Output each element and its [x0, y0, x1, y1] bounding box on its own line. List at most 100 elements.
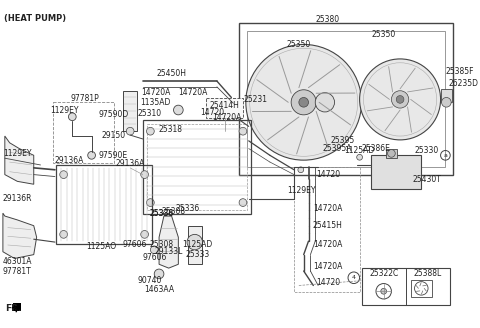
- Text: 1129EY: 1129EY: [3, 149, 31, 158]
- Text: 25385F: 25385F: [445, 67, 474, 76]
- Circle shape: [174, 105, 183, 115]
- Text: 25338: 25338: [149, 209, 174, 218]
- Bar: [143, 120, 251, 214]
- Text: 29150: 29150: [102, 131, 126, 140]
- Circle shape: [154, 269, 164, 279]
- Text: 14720A: 14720A: [212, 113, 241, 122]
- Circle shape: [69, 113, 76, 121]
- Circle shape: [239, 127, 247, 135]
- Text: 25350: 25350: [287, 40, 311, 49]
- Text: 14720: 14720: [200, 109, 224, 117]
- Text: 1125AO: 1125AO: [86, 242, 116, 251]
- Circle shape: [141, 231, 148, 238]
- Text: 29133L: 29133L: [155, 247, 183, 256]
- Text: 25430T: 25430T: [413, 175, 442, 184]
- Text: 25322C: 25322C: [369, 269, 398, 278]
- Text: 14720A: 14720A: [313, 204, 342, 213]
- Bar: [411, 280, 432, 297]
- Text: 25336: 25336: [176, 204, 200, 213]
- Circle shape: [146, 199, 154, 206]
- Circle shape: [298, 167, 304, 173]
- Circle shape: [315, 92, 335, 112]
- Text: 25380: 25380: [316, 15, 340, 24]
- Bar: [188, 226, 203, 264]
- Text: 25450H: 25450H: [156, 69, 187, 78]
- Bar: [13, 303, 21, 311]
- Circle shape: [60, 231, 68, 238]
- Text: 46301A: 46301A: [3, 257, 32, 266]
- Text: a: a: [444, 153, 447, 158]
- Text: 90740: 90740: [137, 276, 162, 285]
- Circle shape: [126, 127, 134, 135]
- Text: 97590D: 97590D: [98, 110, 129, 119]
- Text: 25336: 25336: [149, 209, 174, 218]
- Text: 29136A: 29136A: [116, 158, 145, 168]
- Bar: [294, 167, 360, 292]
- Text: FR.: FR.: [5, 304, 21, 313]
- Text: 97781T: 97781T: [3, 267, 32, 276]
- Text: 25414H: 25414H: [210, 101, 240, 110]
- Circle shape: [150, 246, 158, 254]
- Text: 26235D: 26235D: [448, 78, 478, 88]
- Bar: [123, 91, 137, 131]
- Text: (HEAT PUMP): (HEAT PUMP): [4, 13, 66, 23]
- Text: 25310: 25310: [137, 109, 161, 118]
- Circle shape: [239, 199, 247, 206]
- Text: 14720: 14720: [316, 278, 340, 287]
- Text: 97590E: 97590E: [98, 151, 128, 160]
- Circle shape: [381, 288, 386, 294]
- Text: 25415H: 25415H: [313, 221, 343, 230]
- Text: 14720A: 14720A: [142, 88, 171, 97]
- Polygon shape: [5, 136, 34, 184]
- Text: 4: 4: [352, 275, 356, 280]
- Text: 25308: 25308: [149, 240, 174, 250]
- Text: 97606: 97606: [123, 240, 147, 250]
- Text: 14720A: 14720A: [313, 262, 342, 271]
- Circle shape: [357, 154, 362, 160]
- Circle shape: [360, 59, 441, 140]
- Text: 29136A: 29136A: [55, 156, 84, 165]
- Text: 1125AD: 1125AD: [345, 146, 375, 155]
- Text: 25231: 25231: [243, 95, 267, 104]
- Text: 29136R: 29136R: [3, 194, 32, 203]
- Circle shape: [396, 95, 404, 103]
- Circle shape: [391, 91, 409, 108]
- Bar: [441, 89, 452, 102]
- Bar: [247, 31, 445, 167]
- Text: 1463AA: 1463AA: [144, 285, 174, 294]
- Bar: [206, 98, 243, 118]
- Polygon shape: [3, 213, 36, 258]
- Circle shape: [387, 150, 395, 157]
- Text: 25333: 25333: [185, 250, 210, 259]
- Text: 1129EY: 1129EY: [288, 187, 316, 195]
- Bar: [239, 23, 453, 174]
- Text: 25386E: 25386E: [361, 144, 390, 153]
- Circle shape: [299, 97, 309, 107]
- Bar: [53, 102, 114, 163]
- Text: 1129EY: 1129EY: [50, 106, 79, 114]
- Circle shape: [60, 171, 68, 178]
- Text: 1135AD: 1135AD: [140, 98, 170, 107]
- Polygon shape: [159, 216, 179, 268]
- Text: 97606: 97606: [142, 253, 167, 262]
- Text: 25350: 25350: [372, 30, 396, 39]
- Text: 25330: 25330: [415, 146, 439, 155]
- Bar: [385, 149, 397, 158]
- Text: 25395A: 25395A: [323, 144, 352, 153]
- Circle shape: [291, 90, 316, 115]
- Circle shape: [187, 235, 203, 250]
- Text: 25388L: 25388L: [414, 269, 442, 278]
- Bar: [371, 155, 421, 189]
- Text: 25308: 25308: [161, 207, 186, 216]
- Text: 97781P: 97781P: [71, 94, 99, 103]
- Bar: [56, 165, 152, 244]
- Circle shape: [442, 97, 451, 107]
- Bar: [146, 124, 247, 210]
- Bar: [361, 268, 450, 305]
- Text: 14720A: 14720A: [178, 88, 207, 97]
- Circle shape: [141, 171, 148, 178]
- Circle shape: [146, 127, 154, 135]
- Text: 25395: 25395: [330, 136, 354, 145]
- Text: 25318: 25318: [158, 125, 182, 134]
- Circle shape: [88, 152, 96, 159]
